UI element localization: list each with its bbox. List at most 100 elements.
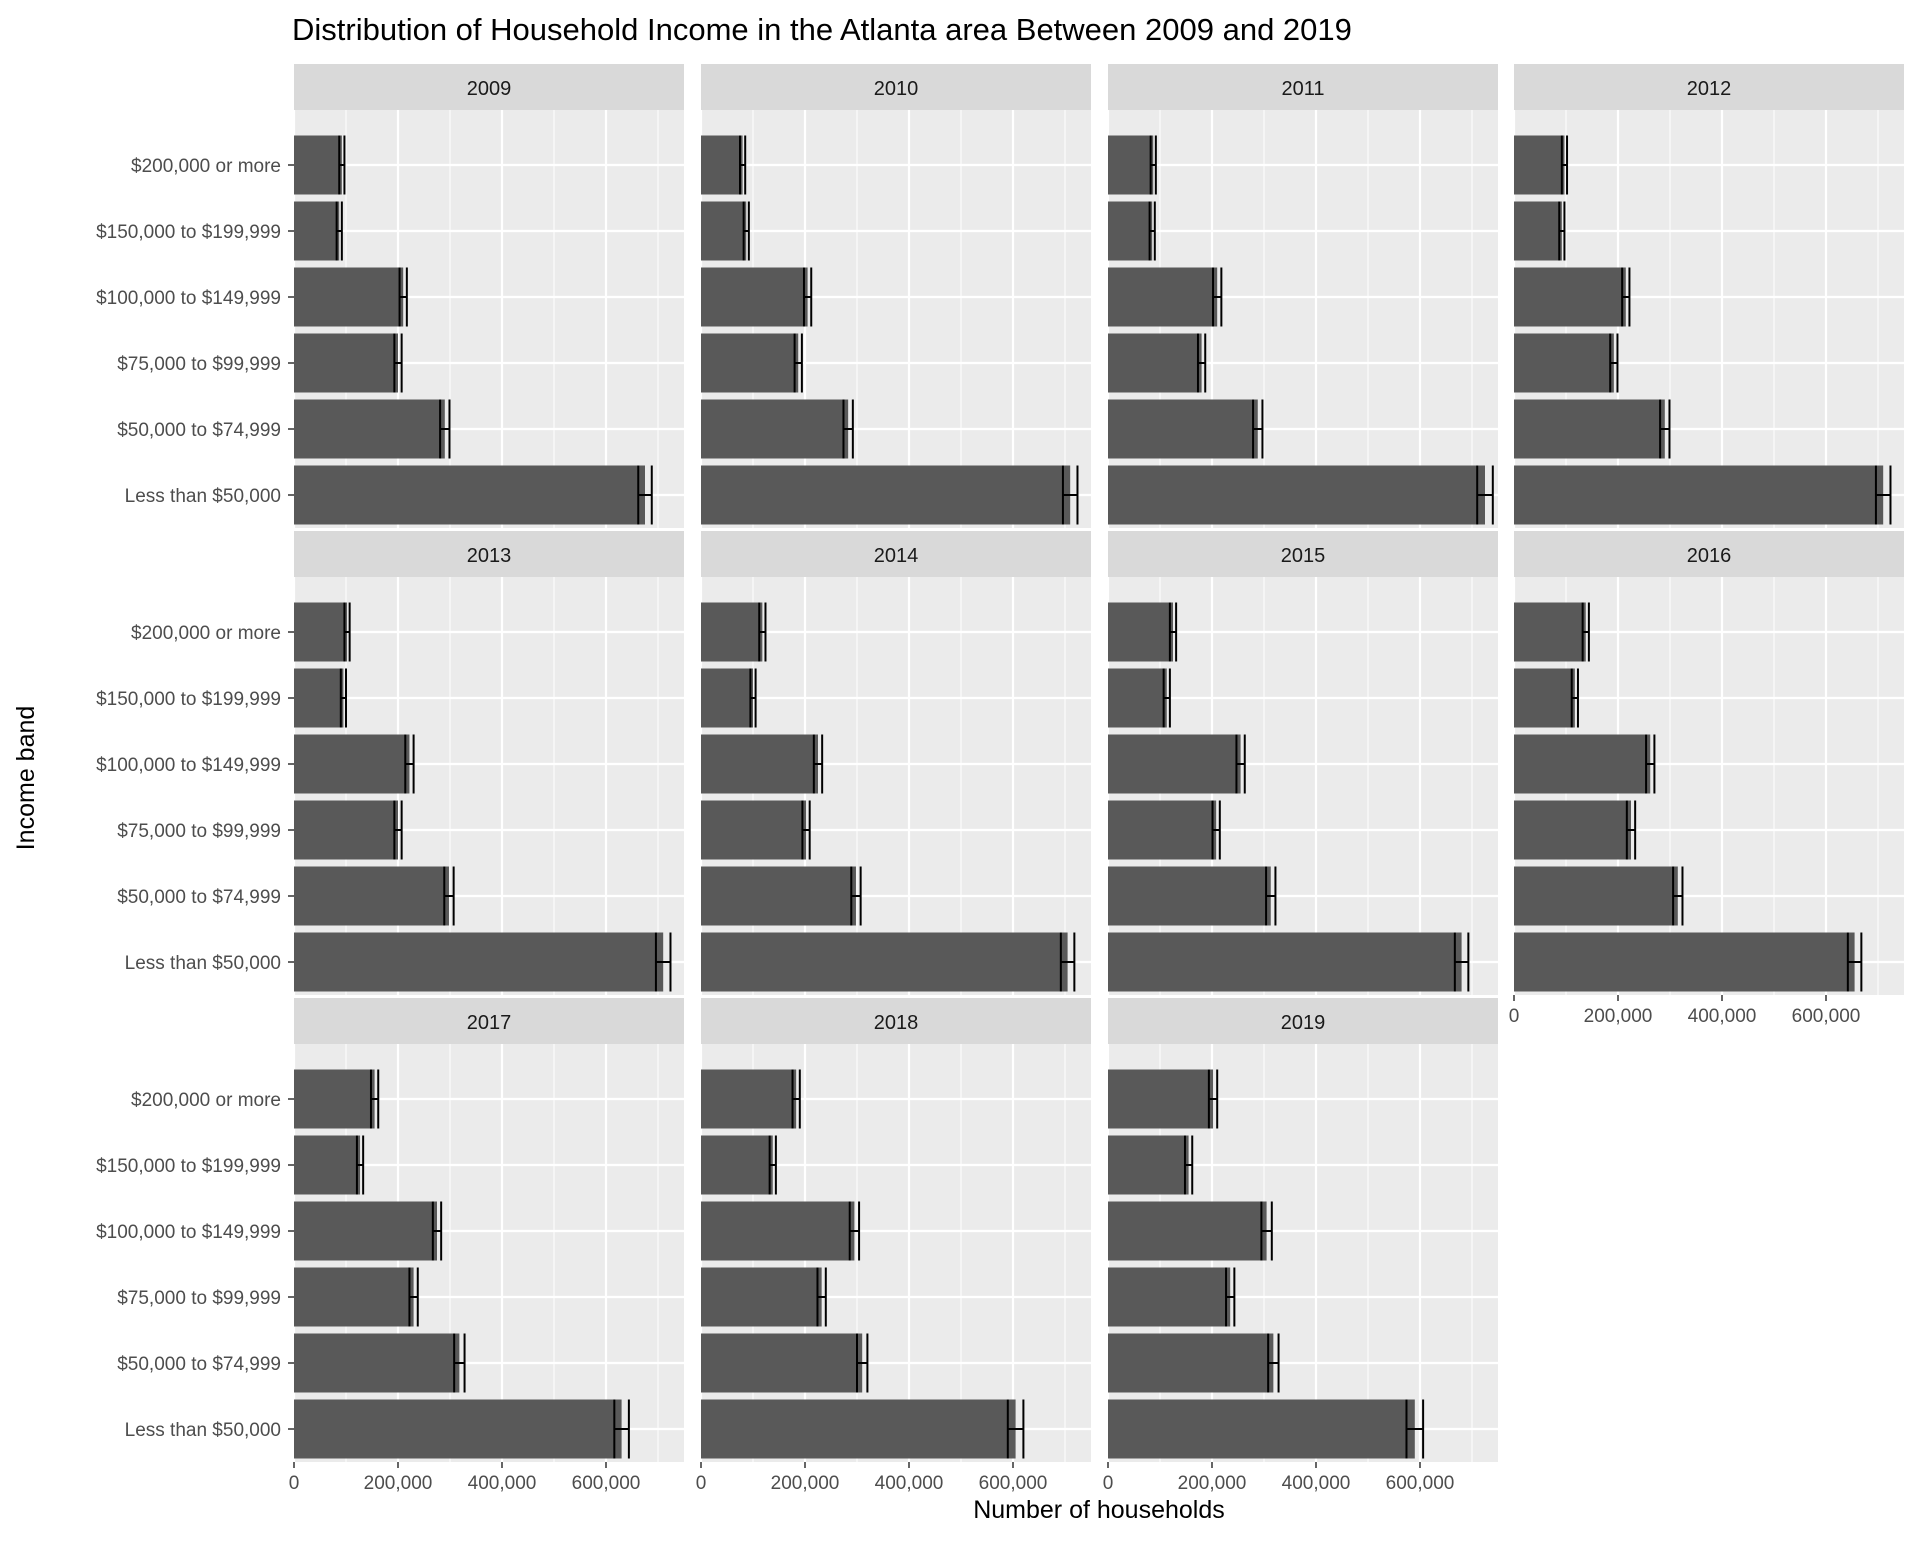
y-tick-label: $200,000 or more <box>131 1090 281 1111</box>
facet-strip <box>701 64 1091 110</box>
bar <box>1108 932 1462 992</box>
y-tick-label: $150,000 to $199,999 <box>96 222 281 243</box>
x-tick-label: 200,000 <box>1584 1006 1653 1027</box>
facet-strip-label: 2011 <box>1281 78 1324 100</box>
bar <box>294 734 410 794</box>
x-tick-label: 600,000 <box>1386 1473 1455 1494</box>
bar <box>1108 866 1271 926</box>
bar <box>1514 267 1626 327</box>
bar <box>1108 602 1173 662</box>
facet-strip-label: 2016 <box>1687 545 1732 567</box>
facet-panel-2013: 2013 Less than $50,000 $50,000 to $74,999 $… <box>96 531 684 995</box>
bar <box>1514 734 1651 794</box>
bar <box>294 932 664 992</box>
y-tick-label: $50,000 to $74,999 <box>117 1354 281 1375</box>
bar <box>294 866 449 926</box>
facet-strip-label: 2009 <box>467 78 512 100</box>
bar <box>1514 800 1631 860</box>
x-tick-label: 400,000 <box>1282 1473 1351 1494</box>
x-tick-label: 0 <box>696 1473 707 1494</box>
y-tick-label: $200,000 or more <box>131 156 281 177</box>
bar <box>294 1333 460 1393</box>
x-tick-label: 0 <box>1103 1473 1114 1494</box>
facet-strip-label: 2018 <box>874 1012 919 1034</box>
y-tick-label: $100,000 to $149,999 <box>96 755 281 776</box>
bar <box>701 866 856 926</box>
x-tick-label: 600,000 <box>979 1473 1048 1494</box>
bar <box>701 135 743 195</box>
bar <box>1108 399 1258 459</box>
bar <box>701 602 763 662</box>
bar <box>1108 1267 1231 1327</box>
facet-strip <box>1108 998 1498 1044</box>
facet-strip <box>701 998 1091 1044</box>
facet-panel-2017: 2017 Less than $50,000 $50,000 to $74,999 $… <box>96 998 684 1494</box>
x-tick-label: 0 <box>1509 1006 1520 1027</box>
bar <box>294 267 404 327</box>
bar <box>294 1069 375 1129</box>
facet-strip <box>1514 531 1904 577</box>
bar <box>701 668 753 728</box>
facet-strip <box>294 531 684 577</box>
facet-panel-2010: 2010 <box>699 64 1091 528</box>
x-tick-label: 200,000 <box>364 1473 433 1494</box>
bar <box>1108 668 1167 728</box>
bar <box>1514 668 1575 728</box>
facet-strip-label: 2013 <box>467 545 512 567</box>
facet-strip-label: 2015 <box>1281 545 1326 567</box>
facet-strip <box>1108 64 1498 110</box>
facet-panel-2016: 2016 0 200,000 400,000 600,000 <box>1509 531 1904 1027</box>
bar <box>294 399 445 459</box>
y-tick-label: $100,000 to $149,999 <box>96 288 281 309</box>
facet-strip <box>294 64 684 110</box>
bar <box>701 1399 1016 1459</box>
y-tick-label: $100,000 to $149,999 <box>96 1222 281 1243</box>
y-axis-title: Income band <box>12 706 40 851</box>
bar <box>294 602 348 662</box>
bar <box>701 734 818 794</box>
facet-panel-2019: 2019 0 200,000 400,000 600,000 <box>1103 998 1498 1494</box>
y-tick-label: Less than $50,000 <box>125 1420 281 1441</box>
bar <box>1514 866 1678 926</box>
bar <box>1108 1201 1267 1261</box>
facet-strip-label: 2012 <box>1687 78 1732 100</box>
bar <box>1514 135 1565 195</box>
facet-strip-label: 2019 <box>1281 1012 1326 1034</box>
bar <box>294 1201 437 1261</box>
bar <box>294 1267 414 1327</box>
facet-panel-2014: 2014 <box>699 531 1091 995</box>
bar <box>1514 602 1586 662</box>
bar <box>1108 201 1153 261</box>
chart-title: Distribution of Household Income in the … <box>292 12 1352 47</box>
facet-panel-2009: 2009 Less than $50,000 $50,000 to $74,999 $… <box>96 64 684 528</box>
bar <box>1108 1135 1189 1195</box>
y-tick-label: $75,000 to $99,999 <box>117 354 281 375</box>
y-tick-label: Less than $50,000 <box>125 953 281 974</box>
y-tick-label: $50,000 to $74,999 <box>117 887 281 908</box>
bar <box>701 932 1068 992</box>
bar <box>294 135 342 195</box>
bar <box>1108 1399 1415 1459</box>
x-tick-label: 200,000 <box>1178 1473 1247 1494</box>
bar <box>701 333 799 393</box>
bar <box>294 800 398 860</box>
bar <box>294 668 344 728</box>
x-tick-label: 600,000 <box>572 1473 641 1494</box>
bar <box>1514 932 1855 992</box>
bar <box>1514 333 1614 393</box>
bar <box>1108 1069 1214 1129</box>
bar <box>294 465 645 525</box>
x-tick-label: 0 <box>289 1473 300 1494</box>
bar <box>701 1135 773 1195</box>
y-tick-label: $150,000 to $199,999 <box>96 689 281 710</box>
facet-strip-label: 2010 <box>874 78 919 100</box>
bar <box>1108 465 1485 525</box>
bar <box>701 465 1071 525</box>
x-axis-title: Number of households <box>973 1496 1225 1524</box>
facet-strip <box>701 531 1091 577</box>
x-tick-label: 600,000 <box>1792 1006 1861 1027</box>
bar <box>701 201 747 261</box>
bar <box>294 1135 361 1195</box>
bar <box>701 1069 797 1129</box>
